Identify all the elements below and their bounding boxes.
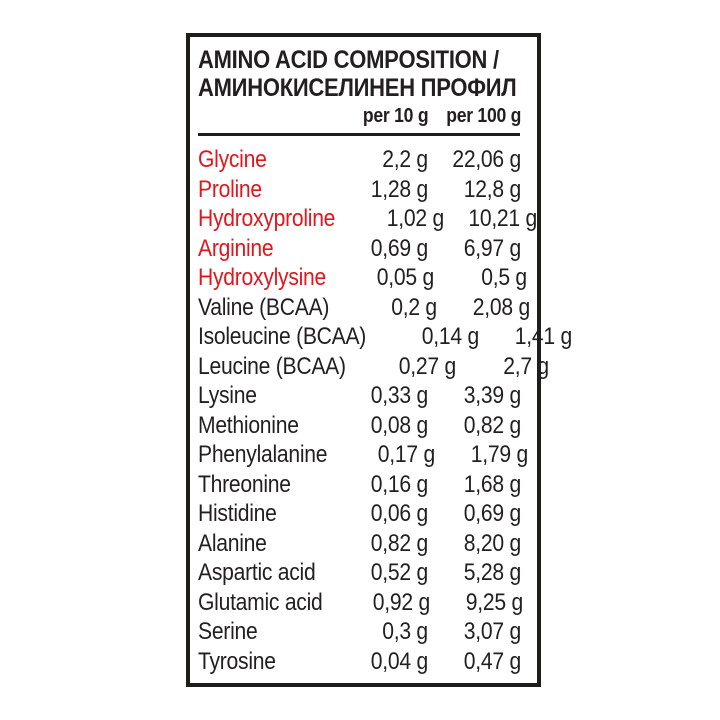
amino-acid-name: Arginine xyxy=(198,234,274,262)
table-row: Phenylalanine 0,17 g 1,79 g xyxy=(198,440,528,470)
amino-acid-name: Valine (BCAA) xyxy=(198,293,330,321)
value-per-100g: 1,79 g xyxy=(470,441,528,468)
header-divider-line xyxy=(198,133,520,136)
value-per-100g: 1,41 g xyxy=(514,323,572,350)
value-per-10g: 0,16 g xyxy=(370,470,428,498)
table-row: Hydroxylysine 0,05 g 0,5 g xyxy=(198,263,527,293)
table-row: Alanine 0,82 g 8,20 g xyxy=(198,529,521,559)
value-per-100g: 0,69 g xyxy=(463,500,521,527)
value-per-10g: 0,04 g xyxy=(370,647,428,675)
column-header-row: per 10 g per 100 g xyxy=(198,104,522,128)
value-per-100g: 1,68 g xyxy=(463,470,521,498)
value-per-100g: 12,8 g xyxy=(463,175,521,203)
table-row: Isoleucine (BCAA) 0,14 g 1,41 g xyxy=(198,322,572,352)
table-row: Arginine 0,69 g 6,97 g xyxy=(198,234,521,264)
value-per-100g: 6,97 g xyxy=(463,234,521,262)
table-body: Glycine 2,2 g 22,06 g Proline 1,28 g 12,8 g Hy… xyxy=(198,145,572,677)
amino-acid-name: Isoleucine (BCAA) xyxy=(198,323,367,350)
column-header-per-100g: per 100 g xyxy=(446,105,521,127)
column-header-per-10g: per 10 g xyxy=(362,105,429,127)
value-per-10g: 0,69 g xyxy=(370,234,428,262)
value-per-100g: 0,5 g xyxy=(480,264,527,291)
table-row: Histidine 0,06 g 0,69 g xyxy=(198,499,521,529)
amino-acid-name: Methionine xyxy=(198,411,299,439)
amino-acid-name: Histidine xyxy=(198,500,277,527)
amino-acid-name: Serine xyxy=(198,618,258,645)
table-title: AMINO ACID COMPOSITION / АМИНОКИСЕЛИНЕН … xyxy=(198,46,521,102)
value-per-10g: 2,2 g xyxy=(382,146,428,173)
value-per-10g: 0,92 g xyxy=(372,588,430,616)
value-per-100g: 0,47 g xyxy=(463,647,521,675)
value-per-10g: 0,05 g xyxy=(376,264,434,291)
title-line-bulgarian-text: АМИНОКИСЕЛИНЕН ПРОФИЛ xyxy=(198,74,517,102)
value-per-10g: 0,27 g xyxy=(398,352,456,380)
table-row: Lysine 0,33 g 3,39 g xyxy=(198,381,521,411)
value-per-100g: 3,39 g xyxy=(463,382,521,409)
amino-acid-composition-table: AMINO ACID COMPOSITION / АМИНОКИСЕЛИНЕН … xyxy=(186,33,572,687)
amino-acid-name: Phenylalanine xyxy=(198,441,328,468)
amino-acid-name: Aspartic acid xyxy=(198,559,316,586)
value-per-100g: 22,06 g xyxy=(452,146,521,173)
amino-acid-name: Glutamic acid xyxy=(198,588,323,616)
value-per-100g: 8,20 g xyxy=(463,529,521,557)
title-line-bulgarian: АМИНОКИСЕЛИНЕН ПРОФИЛ xyxy=(198,74,521,102)
value-per-10g: 0,08 g xyxy=(370,411,428,439)
title-line-english: AMINO ACID COMPOSITION / xyxy=(198,46,521,74)
amino-acid-name: Glycine xyxy=(198,146,267,173)
table-row: Aspartic acid 0,52 g 5,28 g xyxy=(198,558,521,588)
value-per-10g: 0,14 g xyxy=(421,323,479,350)
amino-acid-name: Proline xyxy=(198,175,262,203)
value-per-100g: 2,08 g xyxy=(472,293,531,321)
amino-acid-name: Alanine xyxy=(198,529,267,557)
value-per-10g: 0,82 g xyxy=(370,529,428,557)
value-per-10g: 0,3 g xyxy=(382,618,428,645)
value-per-10g: 0,33 g xyxy=(370,382,428,409)
table-row: Glycine 2,2 g 22,06 g xyxy=(198,145,521,175)
value-per-10g: 0,17 g xyxy=(377,441,435,468)
value-per-100g: 10,21 g xyxy=(468,205,537,232)
title-line-english-text: AMINO ACID COMPOSITION / xyxy=(198,46,499,74)
value-per-100g: 2,7 g xyxy=(503,352,549,380)
amino-acid-name: Lysine xyxy=(198,382,257,409)
value-per-10g: 1,28 g xyxy=(370,175,428,203)
table-row: Tyrosine 0,04 g 0,47 g xyxy=(198,647,521,677)
value-per-10g: 0,06 g xyxy=(370,500,428,527)
value-per-100g: 3,07 g xyxy=(463,618,521,645)
amino-acid-name: Hydroxylysine xyxy=(198,264,327,291)
table-row: Glutamic acid 0,92 g 9,25 g xyxy=(198,588,523,618)
table-row: Serine 0,3 g 3,07 g xyxy=(198,617,521,647)
table-row: Hydroxyproline 1,02 g 10,21 g xyxy=(198,204,537,234)
amino-acid-name: Tyrosine xyxy=(198,647,276,675)
table-row: Threonine 0,16 g 1,68 g xyxy=(198,470,521,500)
amino-acid-name: Threonine xyxy=(198,470,291,498)
table-row: Methionine 0,08 g 0,82 g xyxy=(198,411,521,441)
value-per-100g: 9,25 g xyxy=(465,588,523,616)
value-per-10g: 0,2 g xyxy=(391,293,438,321)
table-row: Leucine (BCAA) 0,27 g 2,7 g xyxy=(198,352,549,382)
value-per-10g: 1,02 g xyxy=(386,205,444,232)
amino-acid-name: Hydroxyproline xyxy=(198,205,336,232)
amino-acid-name: Leucine (BCAA) xyxy=(198,352,346,380)
table-row: Valine (BCAA) 0,2 g 2,08 g xyxy=(198,293,530,323)
value-per-100g: 0,82 g xyxy=(463,411,521,439)
value-per-100g: 5,28 g xyxy=(463,559,521,586)
value-per-10g: 0,52 g xyxy=(370,559,428,586)
table-row: Proline 1,28 g 12,8 g xyxy=(198,175,521,205)
